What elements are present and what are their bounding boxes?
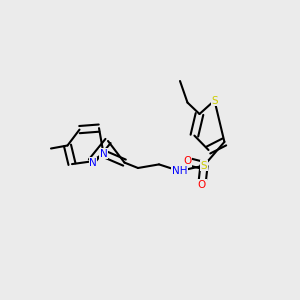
- Text: O: O: [183, 156, 192, 167]
- Text: N: N: [89, 158, 97, 168]
- Text: N: N: [100, 148, 107, 159]
- Text: O: O: [198, 179, 206, 190]
- Text: S: S: [211, 95, 218, 106]
- Text: NH: NH: [172, 166, 187, 176]
- Text: S: S: [201, 160, 207, 171]
